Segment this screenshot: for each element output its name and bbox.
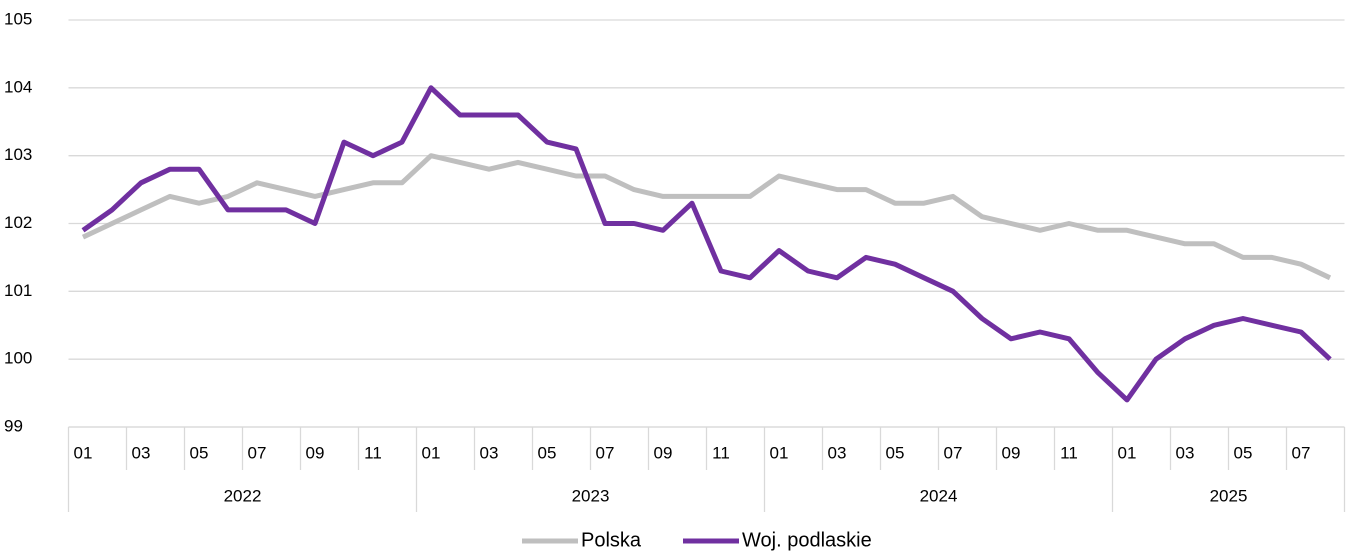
x-tick-label: 05: [190, 443, 209, 462]
x-tick-label: 11: [712, 443, 730, 462]
x-tick-label: 07: [248, 443, 267, 462]
x-tick-label: 05: [1234, 443, 1253, 462]
series-line: [81, 85, 1332, 403]
year-label: 2022: [224, 486, 262, 505]
x-tick-label: 05: [538, 443, 557, 462]
x-tick-label: 01: [422, 443, 441, 462]
y-tick-label: 100: [4, 349, 32, 368]
y-tick-label: 103: [4, 145, 32, 164]
x-tick-label: 07: [944, 443, 963, 462]
x-tick-label: 07: [1292, 443, 1311, 462]
x-tick-label: 07: [596, 443, 615, 462]
x-tick-label: 01: [74, 443, 93, 462]
y-tick-label: 105: [4, 9, 32, 28]
x-tick-label: 09: [654, 443, 673, 462]
x-tick-label: 03: [480, 443, 499, 462]
x-tick-label: 05: [886, 443, 905, 462]
legend-label: Polska: [581, 529, 642, 551]
year-label: 2025: [1210, 486, 1248, 505]
x-tick-label: 03: [828, 443, 847, 462]
y-tick-label: 101: [4, 281, 32, 300]
x-tick-label: 03: [1176, 443, 1195, 462]
x-tick-label: 09: [306, 443, 325, 462]
y-tick-label: 102: [4, 213, 32, 232]
y-tick-label: 104: [4, 77, 32, 96]
series-line: [81, 153, 1332, 281]
x-tick-label: 11: [364, 443, 382, 462]
x-tick-label: 11: [1060, 443, 1078, 462]
x-tick-label: 09: [1002, 443, 1021, 462]
x-tick-label: 01: [1118, 443, 1137, 462]
y-tick-label: 99: [4, 416, 23, 435]
x-tick-label: 03: [132, 443, 151, 462]
year-label: 2023: [572, 486, 610, 505]
legend-label: Woj. podlaskie: [742, 529, 872, 551]
year-label: 2024: [920, 486, 958, 505]
x-tick-label: 01: [770, 443, 789, 462]
